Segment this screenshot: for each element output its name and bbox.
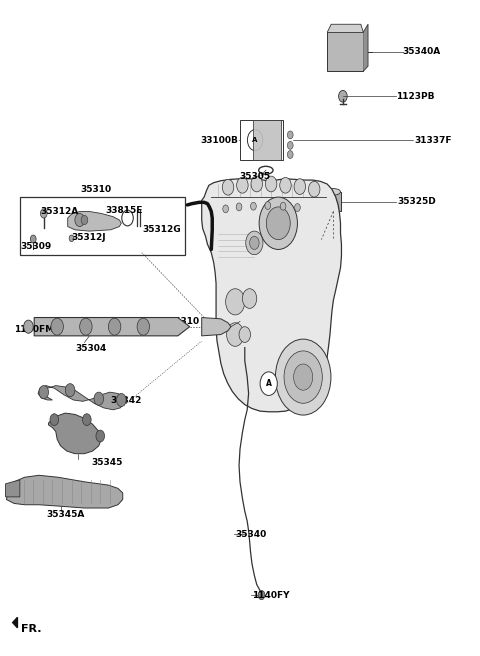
Text: 35305: 35305 bbox=[239, 173, 270, 181]
Circle shape bbox=[288, 142, 293, 150]
Text: 35310: 35310 bbox=[81, 185, 112, 194]
Text: 35312A: 35312A bbox=[40, 207, 78, 216]
Circle shape bbox=[251, 202, 256, 210]
Circle shape bbox=[236, 203, 242, 211]
Circle shape bbox=[294, 178, 306, 194]
Text: 1140FM: 1140FM bbox=[14, 325, 54, 334]
Polygon shape bbox=[38, 386, 124, 410]
Polygon shape bbox=[253, 121, 281, 160]
Circle shape bbox=[81, 215, 88, 224]
Text: 33815E: 33815E bbox=[105, 206, 143, 215]
Text: 35312G: 35312G bbox=[142, 224, 180, 234]
Polygon shape bbox=[363, 24, 368, 72]
Text: 1123PB: 1123PB bbox=[396, 92, 434, 101]
Text: 35309: 35309 bbox=[21, 242, 52, 251]
Text: 35345A: 35345A bbox=[46, 510, 84, 519]
Circle shape bbox=[338, 91, 347, 102]
Circle shape bbox=[223, 205, 228, 213]
Circle shape bbox=[65, 384, 75, 397]
Text: 35342: 35342 bbox=[111, 396, 142, 405]
Circle shape bbox=[265, 201, 271, 209]
Bar bbox=[240, 121, 283, 160]
Polygon shape bbox=[34, 318, 190, 336]
Circle shape bbox=[284, 351, 323, 403]
Polygon shape bbox=[327, 24, 363, 32]
Circle shape bbox=[227, 323, 244, 346]
Circle shape bbox=[122, 210, 133, 226]
Circle shape bbox=[260, 372, 277, 396]
Polygon shape bbox=[48, 413, 101, 454]
Circle shape bbox=[30, 235, 36, 243]
Circle shape bbox=[108, 318, 121, 335]
Polygon shape bbox=[202, 178, 341, 412]
Circle shape bbox=[280, 177, 291, 193]
Text: 1140FY: 1140FY bbox=[252, 590, 289, 600]
Circle shape bbox=[24, 320, 33, 333]
Ellipse shape bbox=[259, 167, 273, 174]
Circle shape bbox=[137, 318, 150, 335]
Text: 35312J: 35312J bbox=[72, 233, 106, 242]
Circle shape bbox=[246, 231, 263, 255]
Circle shape bbox=[288, 151, 293, 159]
Circle shape bbox=[250, 236, 259, 249]
Circle shape bbox=[75, 213, 84, 226]
Circle shape bbox=[288, 131, 293, 139]
Polygon shape bbox=[68, 211, 121, 231]
Circle shape bbox=[83, 414, 91, 426]
Circle shape bbox=[117, 394, 126, 407]
Polygon shape bbox=[5, 480, 20, 497]
Circle shape bbox=[265, 176, 277, 192]
Text: 35345: 35345 bbox=[92, 458, 123, 466]
Circle shape bbox=[251, 176, 263, 192]
Circle shape bbox=[295, 203, 300, 211]
Circle shape bbox=[247, 130, 263, 151]
Circle shape bbox=[69, 235, 74, 241]
Circle shape bbox=[94, 392, 104, 405]
Circle shape bbox=[222, 179, 234, 195]
Circle shape bbox=[276, 339, 331, 415]
Text: 31337F: 31337F bbox=[415, 136, 452, 144]
Circle shape bbox=[226, 289, 245, 315]
Text: 35310: 35310 bbox=[168, 317, 199, 326]
Text: 33100B: 33100B bbox=[201, 136, 239, 144]
Circle shape bbox=[96, 430, 105, 442]
Text: 35304: 35304 bbox=[75, 344, 106, 354]
Circle shape bbox=[39, 386, 48, 399]
Ellipse shape bbox=[326, 188, 340, 195]
Polygon shape bbox=[12, 617, 17, 628]
Polygon shape bbox=[6, 476, 123, 508]
Text: A: A bbox=[266, 379, 272, 388]
Circle shape bbox=[40, 209, 47, 218]
Bar bbox=[326, 192, 340, 211]
Text: FR.: FR. bbox=[21, 624, 41, 634]
Polygon shape bbox=[202, 318, 231, 336]
Circle shape bbox=[258, 590, 265, 600]
Circle shape bbox=[80, 318, 92, 335]
Bar bbox=[20, 197, 185, 255]
Circle shape bbox=[50, 414, 59, 426]
Circle shape bbox=[259, 197, 298, 249]
Circle shape bbox=[242, 289, 257, 308]
Text: 35340A: 35340A bbox=[403, 47, 441, 56]
Circle shape bbox=[239, 327, 251, 342]
Circle shape bbox=[237, 177, 248, 193]
Text: 35340: 35340 bbox=[235, 529, 266, 539]
Circle shape bbox=[51, 318, 63, 335]
Circle shape bbox=[266, 207, 290, 239]
Polygon shape bbox=[327, 32, 363, 72]
Text: 35325D: 35325D bbox=[397, 197, 436, 206]
Circle shape bbox=[280, 202, 286, 210]
Text: A: A bbox=[252, 137, 258, 143]
Circle shape bbox=[294, 364, 313, 390]
Circle shape bbox=[309, 181, 320, 197]
